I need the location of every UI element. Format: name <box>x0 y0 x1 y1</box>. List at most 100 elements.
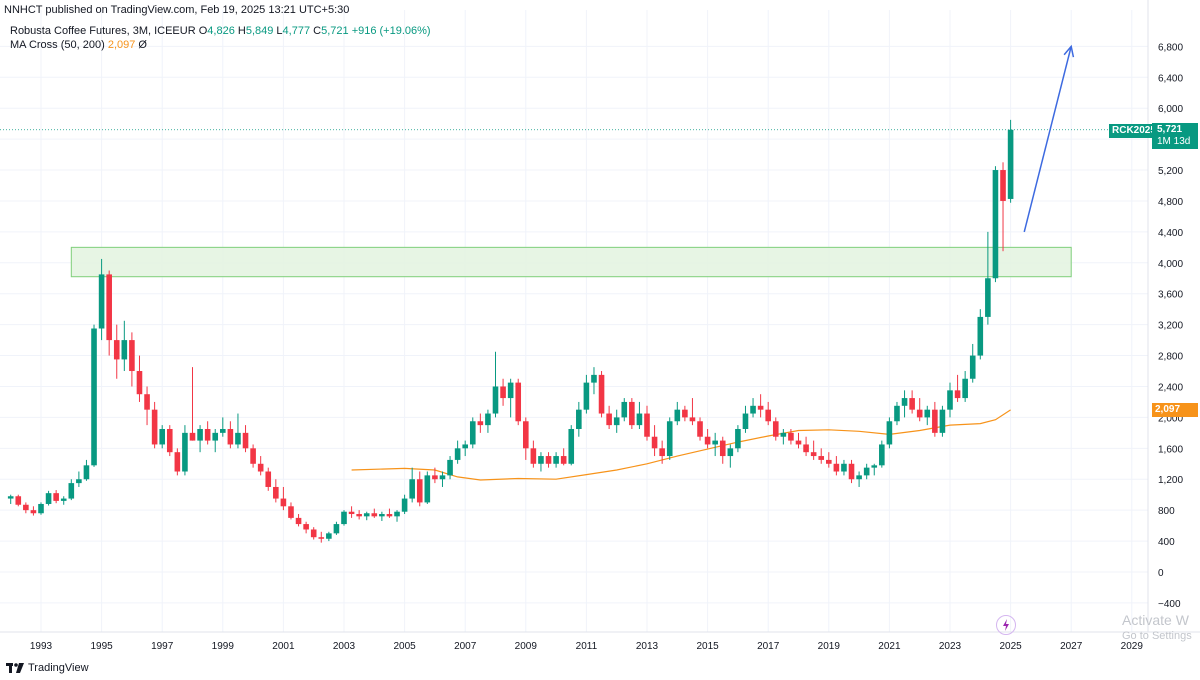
candle[interactable] <box>523 417 529 460</box>
candle[interactable] <box>848 459 855 484</box>
indicator-legend[interactable]: MA Cross (50, 200) 2,097 Ø <box>10 39 147 51</box>
lightning-icon[interactable] <box>996 615 1016 635</box>
candle[interactable] <box>765 401 771 426</box>
candle[interactable] <box>159 425 165 449</box>
candle[interactable] <box>560 448 567 466</box>
candle[interactable] <box>644 405 650 441</box>
candle[interactable] <box>613 409 620 433</box>
candle[interactable] <box>538 452 544 472</box>
candle[interactable] <box>553 452 559 468</box>
candle[interactable] <box>469 417 476 449</box>
candle[interactable] <box>932 401 938 437</box>
candle[interactable] <box>576 401 582 437</box>
candle[interactable] <box>803 436 809 457</box>
candle[interactable] <box>348 506 355 518</box>
candle[interactable] <box>682 405 688 422</box>
candle[interactable] <box>568 425 575 466</box>
candle[interactable] <box>288 502 294 520</box>
candle[interactable] <box>606 405 612 429</box>
candle[interactable] <box>166 425 173 457</box>
candle[interactable] <box>121 320 128 372</box>
candle[interactable] <box>477 413 484 433</box>
candle[interactable] <box>174 448 181 476</box>
candle[interactable] <box>295 514 302 527</box>
candle[interactable] <box>151 401 158 449</box>
candle[interactable] <box>197 425 203 453</box>
candle[interactable] <box>318 531 325 543</box>
candle[interactable] <box>666 417 673 460</box>
candle[interactable] <box>735 425 741 453</box>
candle[interactable] <box>780 428 787 445</box>
candle[interactable] <box>250 444 256 468</box>
candle[interactable] <box>939 405 946 437</box>
candle[interactable] <box>841 459 847 476</box>
candle[interactable] <box>326 531 332 542</box>
candle[interactable] <box>454 440 461 464</box>
candle[interactable] <box>303 521 309 534</box>
candle[interactable] <box>818 448 825 464</box>
candle[interactable] <box>674 401 681 426</box>
candle[interactable] <box>7 494 14 504</box>
candle[interactable] <box>341 510 347 526</box>
candle[interactable] <box>697 417 703 441</box>
candle[interactable] <box>886 417 893 449</box>
candle[interactable] <box>136 355 143 402</box>
candle[interactable] <box>704 428 711 449</box>
candle[interactable] <box>447 456 453 480</box>
candle[interactable] <box>60 496 67 505</box>
candle[interactable] <box>462 440 468 457</box>
candle[interactable] <box>636 401 643 429</box>
tradingview-logo[interactable]: TradingView <box>6 662 89 674</box>
candle[interactable] <box>515 378 522 426</box>
candle[interactable] <box>356 510 362 520</box>
candle[interactable] <box>379 511 385 521</box>
candle[interactable] <box>863 463 870 480</box>
candle[interactable] <box>273 479 279 503</box>
candle[interactable] <box>83 459 90 481</box>
candle[interactable] <box>1000 162 1006 252</box>
candle[interactable] <box>712 432 718 457</box>
candle[interactable] <box>363 511 370 521</box>
candle[interactable] <box>242 425 249 453</box>
candle[interactable] <box>947 382 953 418</box>
candle[interactable] <box>545 452 552 468</box>
candle[interactable] <box>424 471 431 504</box>
candle[interactable] <box>144 386 150 426</box>
candle[interactable] <box>492 351 499 418</box>
candle[interactable] <box>106 270 112 356</box>
candle[interactable] <box>651 425 658 457</box>
candle[interactable] <box>810 440 817 460</box>
candle[interactable] <box>727 444 734 468</box>
candle[interactable] <box>129 332 135 387</box>
candle[interactable] <box>901 390 908 418</box>
candle[interactable] <box>485 409 491 433</box>
candle[interactable] <box>409 467 415 503</box>
candle[interactable] <box>795 432 802 449</box>
candle[interactable] <box>757 394 764 418</box>
candle[interactable] <box>68 479 75 501</box>
candle[interactable] <box>924 405 931 426</box>
candle[interactable] <box>772 417 779 441</box>
candle[interactable] <box>280 486 287 511</box>
candle[interactable] <box>962 371 968 402</box>
candle[interactable] <box>15 494 22 507</box>
candle[interactable] <box>76 471 82 487</box>
candle[interactable] <box>227 421 234 449</box>
candle[interactable] <box>432 467 438 484</box>
candle[interactable] <box>182 425 188 476</box>
symbol-legend[interactable]: Robusta Coffee Futures, 3M, ICEEUR O4,82… <box>10 25 431 37</box>
candle[interactable] <box>45 490 52 506</box>
price-axis[interactable]: −400 0 400 800 1,200 1,600 2,000 2,400 2,800 3,20… <box>1147 0 1183 632</box>
candle[interactable] <box>333 521 340 535</box>
candle[interactable] <box>530 440 537 468</box>
candle[interactable] <box>416 471 423 507</box>
candle[interactable] <box>212 428 219 453</box>
candle[interactable] <box>401 494 408 515</box>
candle[interactable] <box>591 367 597 395</box>
candle[interactable] <box>621 398 628 422</box>
candle[interactable] <box>833 456 840 476</box>
candle[interactable] <box>879 440 885 468</box>
candle[interactable] <box>98 258 105 341</box>
candle[interactable] <box>113 324 120 379</box>
candle[interactable] <box>583 374 590 414</box>
